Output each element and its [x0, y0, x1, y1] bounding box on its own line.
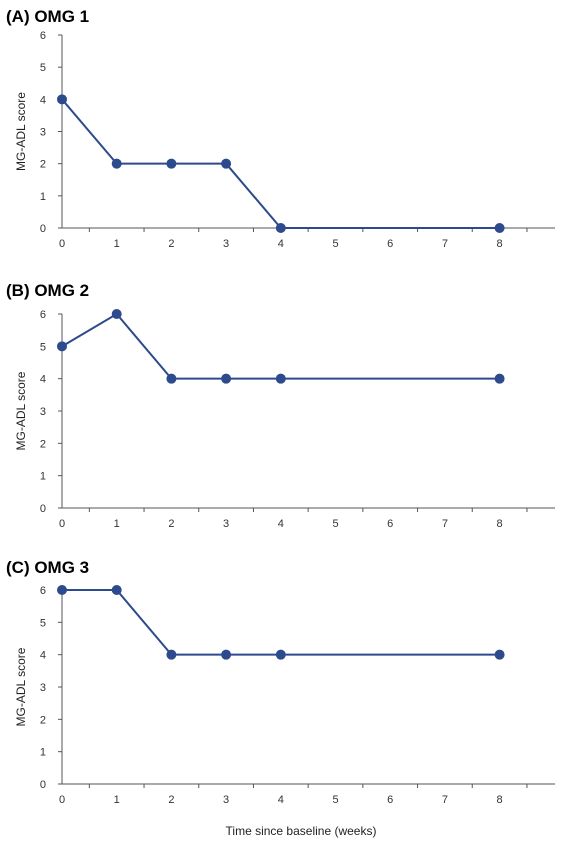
- x-tick-label: 2: [168, 794, 174, 806]
- y-axis-title: MG-ADL score: [14, 647, 28, 726]
- y-tick-label: 6: [40, 30, 46, 42]
- series-line: [62, 589, 500, 656]
- y-tick-label: 5: [40, 341, 46, 353]
- data-point: [111, 158, 122, 169]
- x-tick-label: 6: [387, 238, 393, 250]
- data-point: [221, 373, 232, 384]
- x-tick-label: 4: [278, 794, 284, 806]
- data-point: [57, 585, 67, 595]
- y-tick-label: 3: [40, 682, 46, 694]
- y-tick-label: 4: [40, 94, 46, 106]
- x-tick-label: 1: [114, 238, 120, 250]
- data-point: [494, 223, 505, 233]
- x-tick-label: 2: [168, 518, 174, 530]
- x-tick-label: 5: [332, 794, 338, 806]
- x-tick-label: 6: [387, 518, 393, 530]
- x-tick-label: 1: [114, 518, 120, 530]
- y-axis-title: MG-ADL score: [14, 371, 28, 450]
- y-tick-label: 3: [40, 127, 46, 139]
- data-point: [494, 649, 505, 660]
- data-point: [57, 341, 67, 352]
- data-point: [166, 649, 177, 660]
- x-tick-label: 0: [59, 238, 65, 250]
- y-tick-label: 4: [40, 374, 46, 386]
- x-tick-label: 4: [278, 518, 284, 530]
- data-point: [275, 223, 286, 233]
- x-tick-label: 2: [168, 238, 174, 250]
- series-line: [61, 312, 500, 380]
- y-tick-label: 0: [40, 779, 46, 791]
- x-tick-label: 3: [223, 794, 229, 806]
- x-tick-label: 3: [223, 518, 229, 530]
- x-tick-label: 8: [497, 518, 503, 530]
- series-line: [61, 98, 500, 229]
- data-point: [494, 373, 505, 384]
- y-tick-label: 2: [40, 714, 46, 726]
- x-tick-label: 7: [442, 238, 448, 250]
- y-tick-label: 4: [40, 650, 46, 662]
- data-point: [111, 309, 122, 319]
- x-tick-label: 3: [223, 238, 229, 250]
- x-tick-label: 8: [497, 238, 503, 250]
- y-tick-label: 5: [40, 62, 46, 74]
- data-point: [166, 373, 177, 384]
- y-tick-label: 5: [40, 617, 46, 629]
- panel-b: (B) OMG 2 0 1 2 3 4 5 6 0 1 2 3 4 5 6 7 8 MG-ADL score: [6, 281, 555, 530]
- y-axis-title: MG-ADL score: [14, 92, 28, 171]
- data-point: [111, 585, 122, 595]
- panel-title: (A) OMG 1: [6, 7, 89, 26]
- x-tick-label: 5: [332, 238, 338, 250]
- data-point: [57, 94, 67, 105]
- x-tick-label: 4: [278, 238, 284, 250]
- x-tick-label: 5: [332, 518, 338, 530]
- x-tick-label: 7: [442, 518, 448, 530]
- panel-c: (C) OMG 3 0 1 2 3 4 5 6 0 1 2 3 4 5 6 7 8 MG-ADL score: [6, 558, 555, 806]
- x-tick-label: 0: [59, 794, 65, 806]
- x-axis-title: Time since baseline (weeks): [226, 824, 377, 838]
- panel-title: (C) OMG 3: [6, 558, 89, 577]
- data-point: [275, 649, 286, 660]
- data-point: [221, 158, 232, 169]
- y-tick-label: 6: [40, 309, 46, 321]
- panel-title: (B) OMG 2: [6, 281, 89, 300]
- y-tick-label: 2: [40, 159, 46, 171]
- x-tick-label: 6: [387, 794, 393, 806]
- y-tick-label: 0: [40, 223, 46, 235]
- y-tick-label: 1: [40, 191, 46, 203]
- y-tick-label: 1: [40, 471, 46, 483]
- y-tick-label: 6: [40, 585, 46, 597]
- y-tick-label: 0: [40, 503, 46, 515]
- x-tick-label: 1: [114, 794, 120, 806]
- panel-a: (A) OMG 1 0 1 2 3 4 5 6 0 1 2 3 4 5 6 7 8 MG-ADL score: [6, 7, 555, 250]
- x-tick-label: 8: [497, 794, 503, 806]
- x-tick-label: 0: [59, 518, 65, 530]
- data-point: [221, 649, 232, 660]
- data-point: [275, 373, 286, 384]
- x-tick-label: 7: [442, 794, 448, 806]
- data-point: [166, 158, 177, 169]
- y-tick-label: 2: [40, 438, 46, 450]
- y-tick-label: 3: [40, 406, 46, 418]
- y-tick-label: 1: [40, 747, 46, 759]
